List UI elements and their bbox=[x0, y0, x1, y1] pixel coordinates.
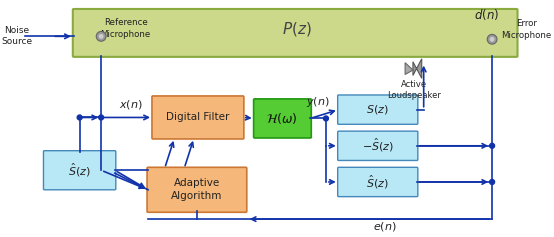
Circle shape bbox=[490, 179, 495, 184]
Text: $x(n)$: $x(n)$ bbox=[119, 98, 142, 111]
FancyBboxPatch shape bbox=[338, 95, 418, 124]
Circle shape bbox=[490, 143, 495, 148]
FancyBboxPatch shape bbox=[254, 99, 311, 138]
Text: $d(n)$: $d(n)$ bbox=[474, 7, 499, 22]
FancyBboxPatch shape bbox=[43, 151, 116, 190]
Text: Noise
Source: Noise Source bbox=[2, 26, 33, 46]
Text: $y(n)$: $y(n)$ bbox=[306, 95, 330, 109]
Circle shape bbox=[77, 115, 82, 120]
FancyBboxPatch shape bbox=[73, 9, 517, 57]
Text: $S(z)$: $S(z)$ bbox=[366, 103, 389, 116]
Text: Active
Loudspeaker: Active Loudspeaker bbox=[387, 80, 441, 100]
FancyBboxPatch shape bbox=[147, 167, 247, 212]
Text: $P(z)$: $P(z)$ bbox=[282, 20, 311, 38]
Text: $\hat{S}(z)$: $\hat{S}(z)$ bbox=[68, 162, 91, 179]
Text: Reference
Microphone: Reference Microphone bbox=[100, 18, 151, 39]
Text: $-\hat{S}(z)$: $-\hat{S}(z)$ bbox=[362, 137, 394, 155]
FancyBboxPatch shape bbox=[152, 96, 244, 139]
Polygon shape bbox=[405, 63, 413, 74]
Circle shape bbox=[99, 34, 104, 39]
FancyBboxPatch shape bbox=[338, 131, 418, 160]
Text: Digital Filter: Digital Filter bbox=[166, 112, 229, 123]
Circle shape bbox=[96, 32, 106, 41]
Circle shape bbox=[99, 115, 104, 120]
Polygon shape bbox=[413, 59, 422, 78]
Text: $e(n)$: $e(n)$ bbox=[373, 220, 397, 233]
Text: Adaptive
Algorithm: Adaptive Algorithm bbox=[171, 178, 223, 201]
Text: $\hat{S}(z)$: $\hat{S}(z)$ bbox=[366, 173, 389, 191]
Text: $\mathcal{H}(\omega)$: $\mathcal{H}(\omega)$ bbox=[266, 111, 297, 126]
Text: Error
Microphone: Error Microphone bbox=[501, 19, 551, 40]
Circle shape bbox=[490, 37, 495, 42]
Circle shape bbox=[324, 116, 329, 121]
FancyBboxPatch shape bbox=[338, 167, 418, 197]
Circle shape bbox=[487, 34, 497, 44]
